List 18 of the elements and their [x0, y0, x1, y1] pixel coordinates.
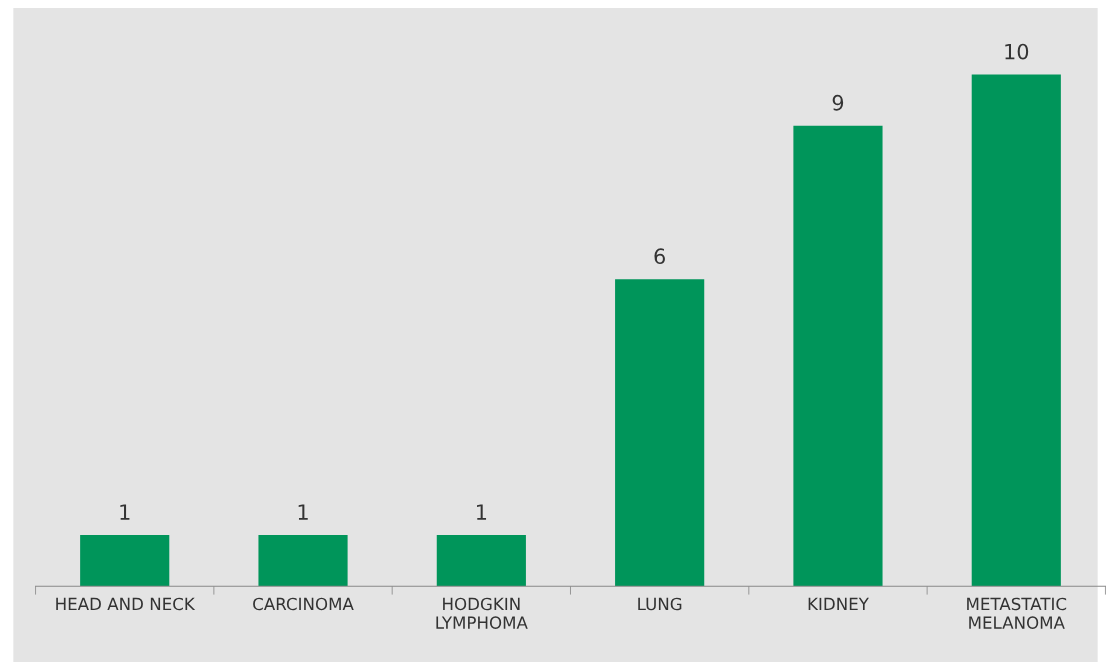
x-tick-label: HODGKIN LYMPHOMA	[436, 597, 528, 629]
data-label: 6	[654, 248, 665, 265]
data-label: 1	[477, 504, 487, 520]
data-label: 1	[298, 504, 308, 520]
bar	[258, 535, 348, 587]
x-tick-label: KIDNEY	[808, 597, 869, 611]
bar	[793, 125, 883, 587]
x-tick-label: HEAD AND NECK	[56, 597, 196, 611]
x-tick-label: METASTATIC MELANOMA	[967, 597, 1067, 629]
bar	[971, 74, 1061, 587]
data-label: 1	[120, 504, 130, 520]
data-label: 10	[1005, 43, 1029, 60]
data-label: 9	[832, 94, 844, 111]
x-tick-label: CARCINOMA	[253, 597, 354, 611]
bar	[436, 535, 526, 587]
x-tick-label: LUNG	[638, 597, 682, 611]
bar	[80, 535, 170, 587]
bar	[615, 279, 705, 587]
